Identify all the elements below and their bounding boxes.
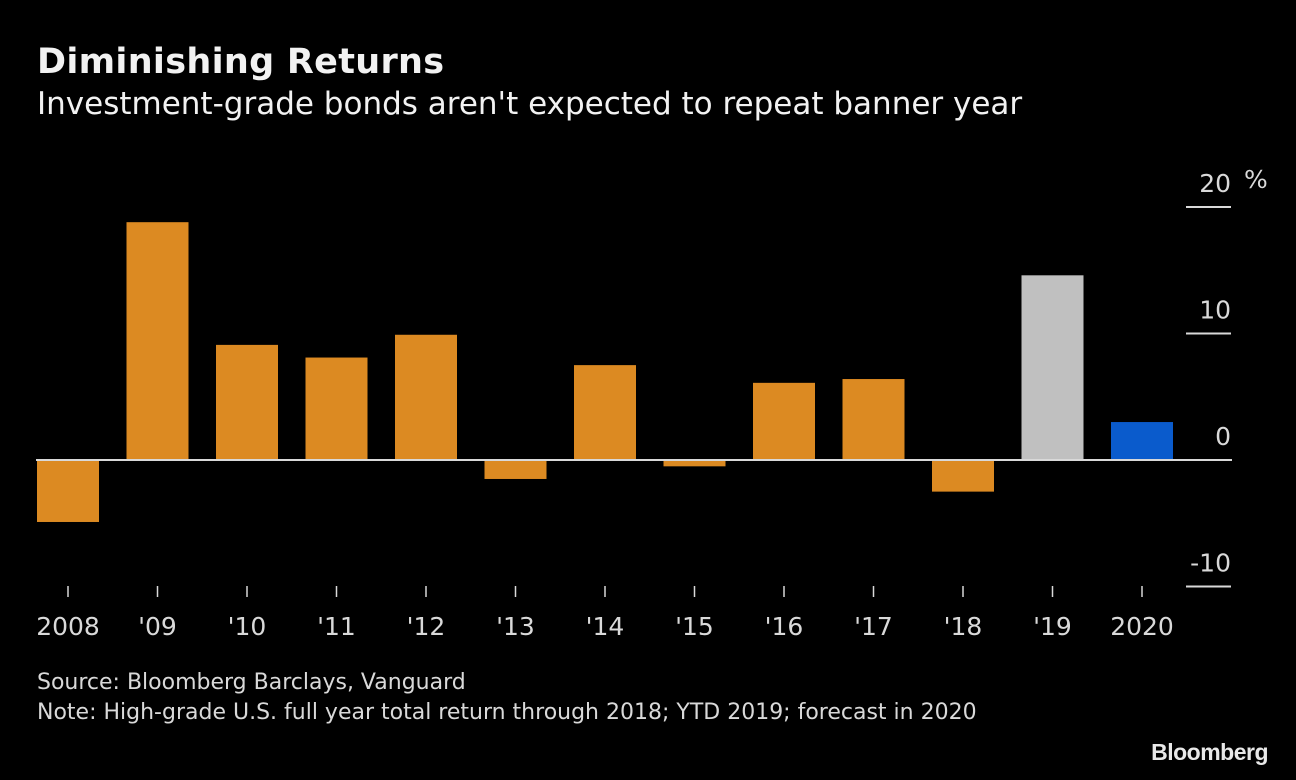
- x-tick-label: 2008: [36, 612, 100, 641]
- bars-group: [37, 222, 1173, 522]
- x-tick-label: '14: [586, 612, 625, 641]
- y-tick-label: 0: [1215, 422, 1231, 451]
- x-tick-label: '16: [765, 612, 804, 641]
- chart-title: Diminishing Returns: [37, 42, 445, 82]
- note-text: Note: High-grade U.S. full year total re…: [37, 700, 977, 725]
- x-tick-label: '19: [1033, 612, 1072, 641]
- x-tick-label: '09: [138, 612, 177, 641]
- x-tick-label: '15: [675, 612, 714, 641]
- y-tick-label: 10: [1199, 296, 1231, 325]
- x-tick-label: '18: [944, 612, 983, 641]
- x-tick-label: '11: [317, 612, 356, 641]
- bar-11: [305, 357, 368, 460]
- bar-14: [574, 365, 636, 460]
- x-tick-label: '10: [228, 612, 267, 641]
- y-tick-label: -10: [1190, 549, 1231, 578]
- bloomberg-logo: Bloomberg: [1151, 739, 1268, 765]
- chart-subtitle: Investment-grade bonds aren't expected t…: [37, 86, 1023, 122]
- bar-18: [932, 460, 994, 492]
- bar-16: [753, 382, 815, 460]
- bar-19: [1021, 275, 1084, 460]
- bar-12: [395, 334, 457, 460]
- x-tick-label: 2020: [1110, 612, 1174, 641]
- x-axis: 2008 '09 '10 '11 '12 '13 '14 '15 '16 '17 '18 '19 202…: [36, 586, 1174, 641]
- x-tick-label: '12: [407, 612, 446, 641]
- bar-17: [842, 379, 905, 460]
- x-tick-label: '17: [854, 612, 893, 641]
- bar-15: [663, 460, 726, 467]
- bar-2008: [37, 460, 99, 522]
- y-unit-label: %: [1244, 165, 1268, 194]
- y-tick-label: 20: [1199, 169, 1231, 198]
- bar-13: [484, 460, 547, 479]
- source-text: Source: Bloomberg Barclays, Vanguard: [37, 670, 466, 695]
- bar-chart: 20 10 0 -10 % 2008 '09 '10 '11 '12 '13 '14 '15 '16 '…: [36, 165, 1268, 641]
- y-axis: 20 10 0 -10: [1186, 169, 1231, 588]
- bar-10: [216, 344, 278, 460]
- x-tick-label: '13: [496, 612, 535, 641]
- bar-09: [126, 222, 189, 460]
- bar-2020: [1111, 422, 1173, 460]
